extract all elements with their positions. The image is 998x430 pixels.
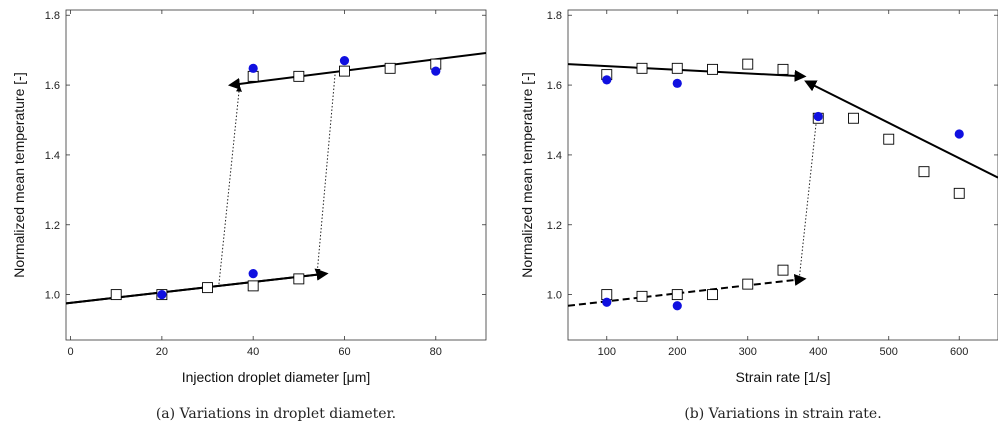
trend-line-a (66, 272, 327, 305)
data-point-circle-a (157, 290, 167, 300)
data-point-square-a (110, 289, 122, 301)
y-tick-label-b: 1.4 (547, 150, 562, 162)
x-tick-label-a: 40 (247, 346, 259, 358)
panel-b: 100 200 300 400 500 600 1.0 1.2 1.4 1.6 1.8 Strain… (519, 9, 998, 422)
transition-arrow-a (218, 85, 242, 285)
trend-line-b (804, 80, 998, 179)
y-tick-label-b: 1.6 (547, 80, 562, 92)
data-point-circle-b (602, 297, 612, 307)
data-point-circle-a (248, 63, 258, 73)
data-point-circle-b (813, 111, 823, 122)
y-tick-label-b: 1.8 (547, 10, 562, 22)
x-tick-label-a: 20 (156, 346, 168, 358)
data-point-circle-a (431, 66, 441, 76)
x-axis-label-a: Injection droplet diameter [μm] (182, 369, 371, 385)
y-tick-label-a: 1.8 (45, 10, 60, 22)
y-tick-label-a: 1.4 (45, 150, 60, 162)
data-point-square-b (636, 62, 648, 74)
data-point-square-b (848, 112, 859, 124)
y-tick-label-b: 1.2 (547, 220, 562, 232)
y-tick-label-a: 1.6 (45, 80, 60, 92)
trend-line-a (227, 51, 486, 90)
x-axis-label-b: Strain rate [1/s] (736, 369, 831, 385)
data-point-square-b (777, 264, 789, 276)
data-point-circle-a (248, 269, 258, 279)
caption-a: (a) Variations in droplet diameter. (156, 406, 396, 422)
data-point-square-a (339, 65, 350, 77)
data-point-square-b (918, 166, 930, 178)
plot-frame-b (567, 9, 998, 341)
data-point-square-b (707, 289, 718, 301)
panel-a: 0 20 40 60 80 1.0 1.2 1.4 1.6 1.8 Injection dropl… (11, 9, 487, 422)
marks-a: 0 20 40 60 80 1.0 1.2 1.4 1.6 1.8 (45, 10, 486, 358)
plot-area-b (568, 58, 998, 311)
y-axis-label-a: Normalized mean temperature [-] (11, 72, 27, 277)
data-point-square-b (671, 62, 683, 74)
plot-frame-a (65, 9, 487, 341)
data-point-square-a (247, 280, 259, 292)
x-tick-label-b: 600 (950, 346, 968, 358)
y-tick-label-a: 1.0 (45, 290, 60, 302)
y-tick-label-a: 1.2 (45, 220, 60, 232)
caption-b: (b) Variations in strain rate. (684, 406, 881, 422)
x-tick-label-b: 400 (809, 346, 827, 358)
data-point-square-b (883, 133, 895, 145)
y-tick-label-b: 1.0 (547, 290, 562, 302)
trend-line-b (568, 63, 807, 82)
data-point-square-b (777, 63, 789, 75)
y-axis-label-b: Normalized mean temperature [-] (519, 72, 535, 277)
transition-arrow-a (314, 71, 336, 275)
data-point-circle-b (672, 301, 682, 311)
data-point-square-b (742, 58, 754, 70)
data-point-square-a (384, 62, 396, 74)
data-point-circle-b (954, 129, 964, 139)
x-tick-label-a: 60 (338, 346, 350, 358)
x-tick-label-b: 200 (668, 346, 686, 358)
data-point-circle-b (672, 78, 682, 88)
data-point-square-b (636, 290, 648, 302)
x-tick-label-b: 500 (880, 346, 898, 358)
data-point-square-b (742, 278, 754, 290)
data-point-square-b (953, 187, 965, 199)
data-point-circle-b (602, 75, 612, 85)
data-point-circle-a (339, 56, 350, 66)
data-point-square-a (202, 282, 213, 294)
x-tick-label-b: 300 (739, 346, 757, 358)
x-tick-label-b: 100 (598, 346, 616, 358)
data-point-square-b (707, 63, 718, 75)
x-tick-label-a: 0 (68, 346, 74, 358)
marks-b: 100 200 300 400 500 600 1.0 1.2 1.4 1.6 1.8 (547, 10, 998, 358)
data-point-square-a (293, 273, 305, 285)
data-point-square-b (671, 289, 683, 301)
data-point-square-a (293, 70, 305, 82)
plot-area-a (66, 51, 486, 305)
x-tick-label-a: 80 (430, 346, 442, 358)
transition-arrow-b (798, 115, 820, 279)
